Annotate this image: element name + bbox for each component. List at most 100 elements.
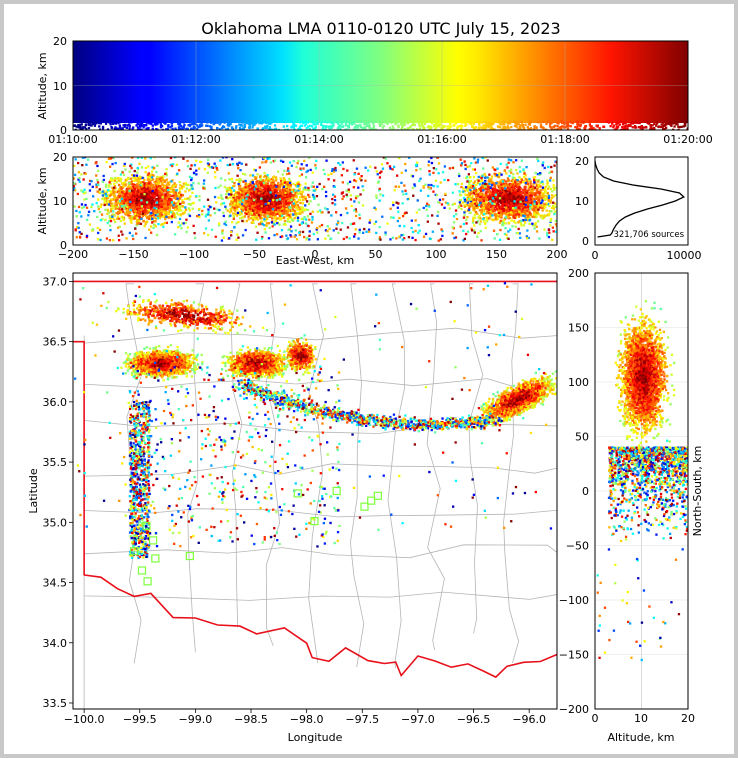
east-west-point — [156, 212, 159, 215]
east-west-point — [155, 217, 158, 220]
time-height-point — [421, 125, 424, 128]
east-west-point — [546, 187, 550, 190]
east-west-point — [145, 197, 148, 200]
time-height-point — [372, 122, 375, 125]
time-height-point — [85, 127, 88, 130]
east-west-point — [114, 200, 118, 203]
time-height-point — [293, 123, 296, 126]
time-height-point — [243, 125, 246, 128]
time-height-point — [138, 128, 141, 130]
east-west-point — [103, 191, 106, 194]
east-west-point — [113, 191, 116, 194]
east-west-points — [73, 157, 557, 242]
time-height-point — [460, 120, 464, 123]
east-west-point — [128, 170, 131, 173]
east-west-point — [122, 218, 126, 221]
east-west-point — [136, 186, 139, 189]
east-west-point — [168, 197, 171, 200]
time-height-point — [372, 121, 376, 124]
east-west-point — [162, 179, 165, 182]
time-height-point — [264, 126, 267, 129]
east-west-point — [114, 199, 117, 202]
time-height-point — [248, 126, 251, 129]
east-west-point — [264, 208, 268, 211]
time-height-point — [614, 128, 618, 130]
time-height-point — [521, 123, 524, 127]
east-west-point — [226, 197, 230, 200]
time-height-point — [619, 120, 622, 123]
east-west-point — [249, 180, 252, 184]
time-height-point — [320, 123, 323, 127]
east-west-point — [175, 212, 178, 215]
east-west-point — [114, 202, 117, 205]
east-west-point — [158, 202, 161, 205]
east-west-point — [532, 182, 535, 186]
east-west-point — [264, 224, 268, 227]
east-west-point — [143, 225, 146, 228]
time-height-point — [566, 127, 570, 130]
time-height-point — [565, 121, 568, 124]
east-west-point — [117, 179, 120, 182]
east-west-point — [176, 202, 179, 205]
time-height-point — [468, 122, 471, 125]
time-height-point — [386, 122, 389, 125]
time-height-point — [335, 120, 338, 124]
east-west-point — [158, 217, 161, 220]
east-west-point — [136, 201, 139, 204]
east-west-point — [471, 186, 474, 189]
east-west-point — [139, 201, 142, 204]
time-height-point — [508, 120, 512, 123]
east-west-point — [269, 212, 272, 215]
time-height-xtick: 01:18:00 — [540, 133, 589, 146]
east-west-point — [520, 224, 523, 227]
east-west-point — [501, 187, 504, 190]
east-west-point — [117, 200, 120, 203]
east-west-point — [105, 190, 108, 194]
time-height-point — [626, 127, 629, 130]
east-west-point — [108, 215, 111, 218]
east-west-point — [251, 215, 254, 219]
east-west-point — [302, 218, 305, 221]
time-height-point — [145, 127, 148, 130]
time-height-point — [305, 126, 308, 130]
east-west-point — [153, 216, 156, 219]
time-height-point — [286, 124, 289, 128]
east-west-point — [231, 204, 234, 207]
time-height-point — [583, 127, 586, 130]
east-west-point — [532, 214, 536, 217]
east-west-point — [238, 203, 241, 206]
east-west-point — [259, 185, 262, 188]
time-height-point — [150, 122, 153, 126]
east-west-point — [272, 176, 275, 179]
time-height-point — [294, 124, 298, 127]
east-west-point — [281, 193, 284, 196]
east-west-point — [543, 207, 546, 210]
time-height-point — [131, 127, 134, 130]
east-west-point — [472, 175, 476, 179]
east-west-point — [266, 193, 269, 196]
time-height-point — [517, 123, 520, 126]
time-height-point — [418, 124, 421, 128]
east-west-point — [547, 165, 550, 169]
east-west-point — [300, 193, 303, 196]
time-height-point — [515, 123, 518, 126]
time-height-point — [307, 125, 310, 128]
time-height-point — [349, 122, 352, 125]
east-west-point — [239, 179, 242, 182]
east-west-point — [159, 180, 163, 183]
time-height-point — [136, 123, 139, 126]
time-height-point — [589, 124, 592, 128]
time-height-point — [487, 124, 491, 127]
east-west-point — [177, 199, 180, 202]
east-west-point — [495, 218, 498, 221]
east-west-point — [518, 220, 521, 223]
time-height-point — [650, 127, 653, 130]
east-west-point — [547, 198, 550, 202]
east-west-point — [163, 207, 166, 210]
time-height-point — [390, 121, 393, 124]
east-west-point — [245, 190, 248, 193]
east-west-point — [197, 182, 200, 185]
east-west-point — [137, 204, 140, 207]
east-west-point — [551, 190, 554, 193]
east-west-point — [247, 183, 250, 186]
